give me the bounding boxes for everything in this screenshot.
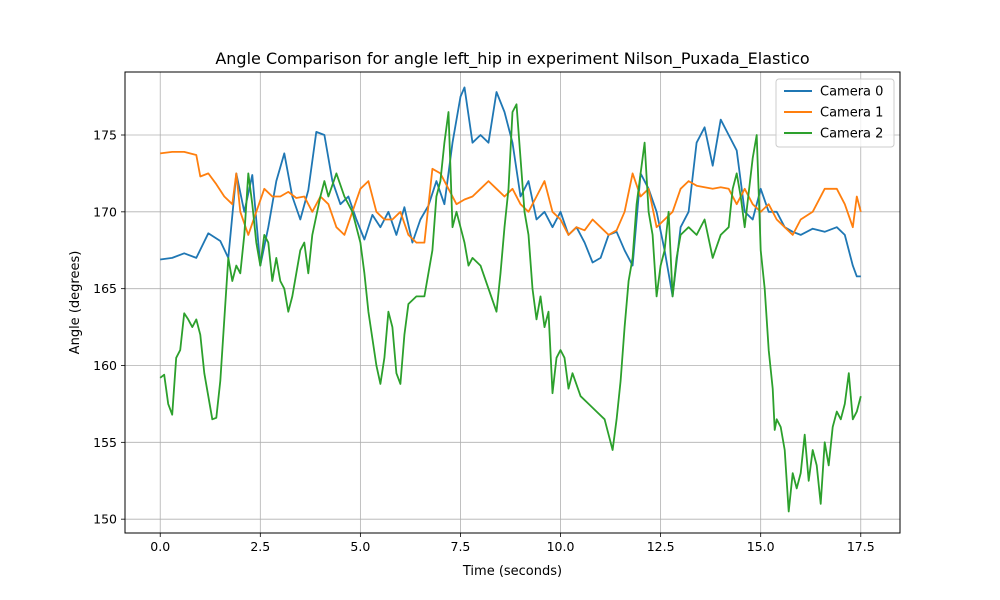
series-line-camera-2 [159,103,862,513]
y-axis-label: Angle (degrees) [68,251,83,355]
x-tick-label: 2.5 [250,539,270,554]
legend-label-camera-0: Camera 0 [820,85,883,100]
y-tick-label: 170 [93,204,117,219]
x-tick-label: 15.0 [747,539,775,554]
series-lines [159,86,862,513]
x-tick-label: 12.5 [647,539,675,554]
axis-ticks: 0.0 2.5 5.0 7.5 10.0 12.5 15.0 17.5 150 155 160 165… [93,128,875,554]
y-tick-label: 150 [93,512,117,527]
x-tick-label: 10.0 [547,539,575,554]
x-tick-label: 7.5 [451,539,471,554]
x-tick-label: 5.0 [350,539,370,554]
y-tick-label: 165 [93,281,117,296]
legend-label-camera-2: Camera 2 [820,127,883,142]
x-tick-label: 17.5 [847,539,875,554]
plot-frame [124,71,901,534]
chart-title: Angle Comparison for angle left_hip in e… [215,49,809,69]
y-tick-label: 160 [93,358,117,373]
series-line-camera-0 [160,86,861,298]
y-tick-label: 155 [93,435,117,450]
legend: Camera 0 Camera 1 Camera 2 [775,78,895,148]
y-tick-label: 175 [93,128,117,143]
legend-label-camera-1: Camera 1 [820,106,883,121]
x-axis-label: Time (seconds) [462,564,562,579]
legend-box [775,78,895,148]
x-tick-label: 0.0 [150,539,170,554]
